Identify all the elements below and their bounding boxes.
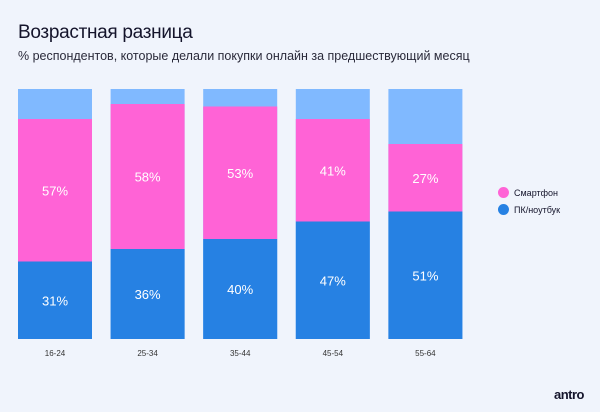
bar-segment-smartphone [110,104,185,249]
data-label: 58% [135,170,161,185]
brand-logo: antro [554,387,585,402]
legend-swatch-icon [498,187,509,198]
bar-segment-pc [110,249,185,339]
data-label: 57% [42,183,68,198]
legend-label: Смартфон [514,187,559,198]
x-tick-label: 35-44 [230,349,251,358]
legend-item-pc: ПК/ноутбук [498,204,560,215]
legend-item-smartphone: Смартфон [498,187,558,198]
bar-segment-pc [388,211,463,339]
bar-segment-smartphone [295,119,370,222]
data-label: 36% [135,287,161,302]
data-label: 51% [412,268,438,283]
data-label: 47% [320,273,346,288]
bar-segment-pc [203,239,278,339]
chart-subtitle: % респондентов, которые делали покупки о… [18,49,470,63]
bar-segment-smartphone [388,144,463,212]
chart-title: Возрастная разница [18,22,193,43]
legend-label: ПК/ноутбук [514,204,561,215]
x-tick-label: 25-34 [137,349,158,358]
data-label: 53% [227,166,253,181]
data-label: 41% [320,163,346,178]
x-tick-label: 45-54 [323,349,344,358]
bar-segment-pc [18,261,92,339]
x-tick-label: 55-64 [415,349,436,358]
data-label: 27% [412,171,438,186]
legend-swatch-icon [498,204,509,215]
bar-segment-pc [295,221,370,339]
data-label: 31% [42,293,68,308]
bar-segment-smartphone [203,106,278,239]
bar-segment-smartphone [18,119,92,262]
x-tick-label: 16-24 [45,349,66,358]
data-label: 40% [227,282,253,297]
